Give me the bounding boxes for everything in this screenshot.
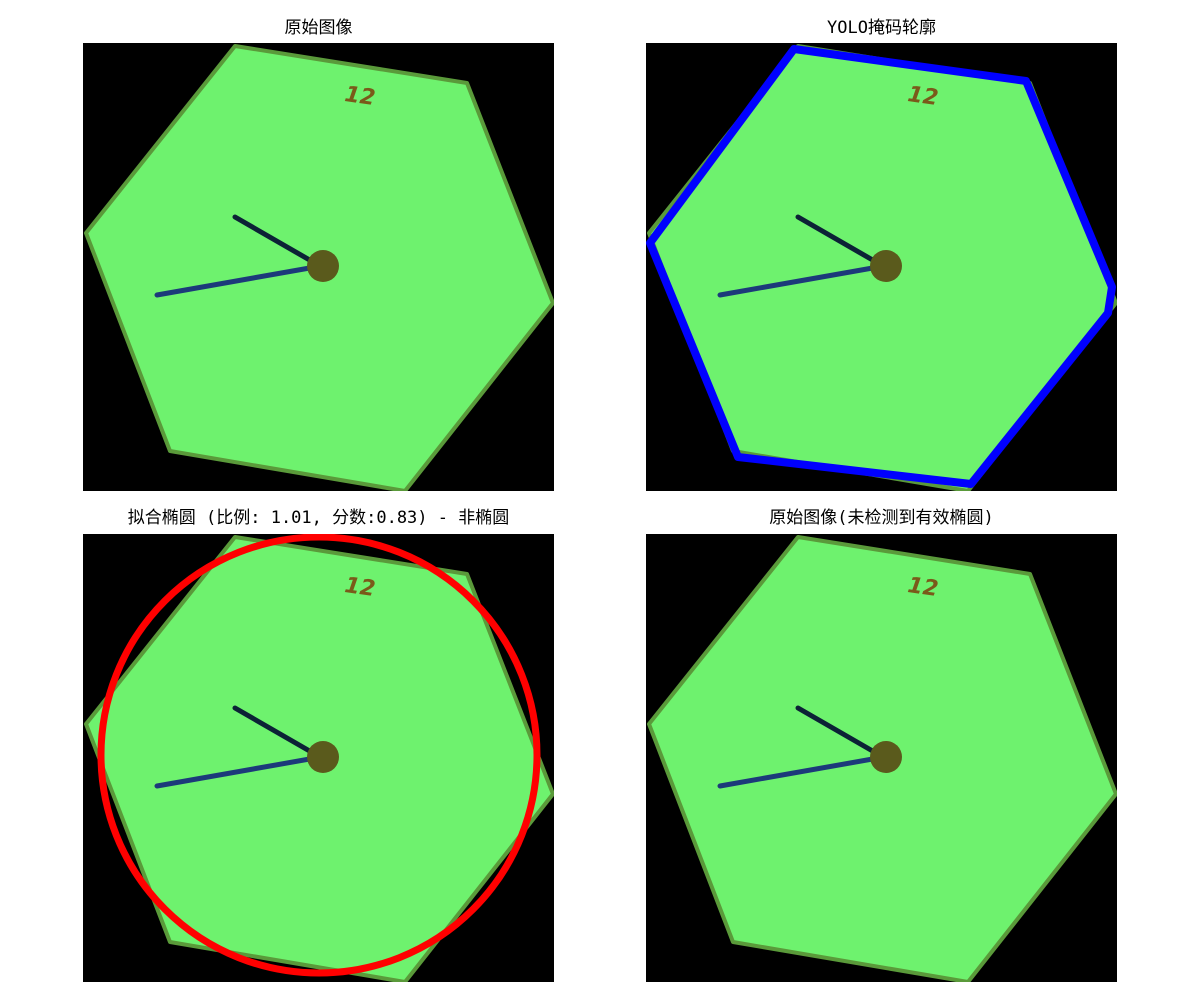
panel-original-image: 12 [83, 43, 554, 491]
panel-title-no-ellipse: 原始图像(未检测到有效椭圆) [769, 508, 994, 528]
panel-fitted-ellipse-image: 12 [83, 534, 554, 982]
clock-number-12: 12 [343, 573, 377, 602]
result-image: 12 [646, 534, 1117, 982]
clock-hand-short [232, 705, 323, 760]
clock-hand-short [795, 705, 886, 760]
clock-hub [870, 741, 902, 773]
clock-hand-short [232, 214, 323, 269]
contour-image: 12 [646, 43, 1117, 491]
clock-hub [307, 250, 339, 282]
clock-number-12: 12 [906, 82, 940, 111]
clock-hand-long [154, 754, 324, 789]
hexagon-edge [84, 44, 554, 491]
panel-contour-image: 12 [646, 43, 1117, 491]
panel-title-fitted-ellipse: 拟合椭圆 (比例: 1.01, 分数:0.83) - 非椭圆 [127, 508, 510, 528]
clock-image: 12 [83, 43, 554, 491]
panel-title-original: 原始图像 [284, 18, 353, 38]
ellipse-fit-image: 12 [83, 534, 554, 982]
clock-hand-long [717, 754, 887, 789]
clock-hand-long [717, 263, 887, 298]
clock-number-12: 12 [343, 82, 377, 111]
clock-number-12: 12 [906, 573, 940, 602]
clock-hub [307, 741, 339, 773]
panel-no-ellipse-image: 12 [646, 534, 1117, 982]
clock-hub [870, 250, 902, 282]
fitted-ellipse-overlay [97, 534, 541, 977]
hexagon-edge [84, 535, 554, 982]
hexagon-edge [647, 535, 1117, 982]
yolo-contour-overlay [646, 45, 1116, 488]
clock-hand-long [154, 263, 324, 298]
clock-hand-short [795, 214, 886, 269]
panel-title-contour: YOLO掩码轮廓 [827, 18, 936, 38]
